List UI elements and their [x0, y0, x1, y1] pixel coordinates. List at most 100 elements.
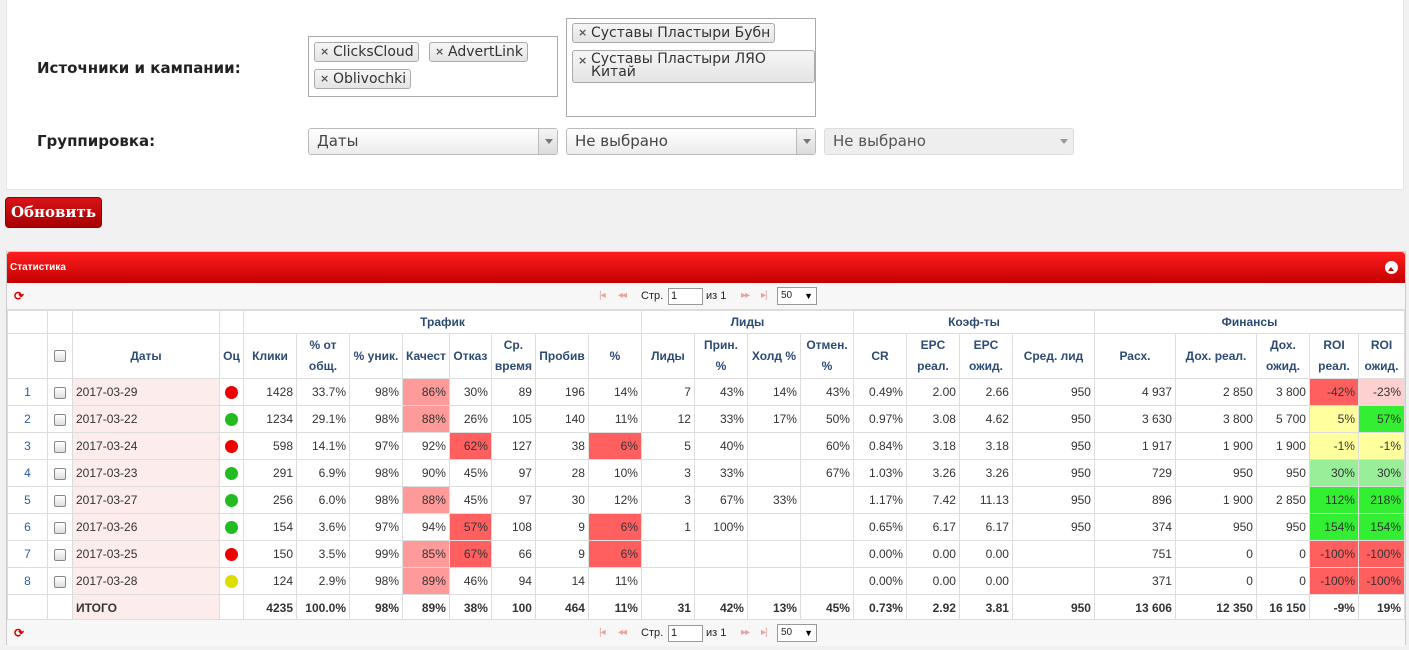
cell-cr: 0.65% — [852, 513, 907, 541]
campaigns-multiselect[interactable]: × Суставы Пластыри Бубн × Суставы Пластыри… — [566, 18, 816, 117]
column-header[interactable]: Ср. время — [490, 333, 536, 379]
remove-tag-icon[interactable]: × — [578, 26, 588, 39]
prev-page-icon[interactable]: ◂◂ — [618, 290, 627, 301]
column-header[interactable]: % от общ. — [296, 333, 350, 379]
row-select-cell[interactable] — [47, 378, 73, 406]
first-page-icon[interactable]: |◂ — [599, 627, 606, 638]
row-checkbox[interactable] — [54, 413, 66, 426]
remove-tag-icon[interactable]: × — [320, 72, 330, 85]
column-header[interactable]: Лиды — [640, 333, 695, 379]
column-header[interactable]: Пробив — [534, 333, 589, 379]
cell-roie: 57% — [1357, 405, 1406, 433]
source-tag[interactable]: × ClicksCloud — [314, 42, 419, 62]
page-size-select[interactable]: 50 — [777, 287, 817, 305]
cell-exp: 4 937 — [1093, 378, 1176, 406]
cell-acc — [693, 567, 748, 595]
column-header[interactable]: Прин. % — [693, 333, 748, 379]
select-all-checkbox[interactable] — [54, 350, 66, 363]
cell-epce: 3.18 — [958, 432, 1013, 460]
column-header[interactable]: Даты — [72, 333, 220, 379]
page-size-select[interactable]: 50 — [777, 624, 817, 642]
column-header[interactable]: % уник. — [349, 333, 403, 379]
row-select-cell[interactable] — [47, 486, 73, 514]
column-header[interactable]: % — [587, 333, 642, 379]
column-header[interactable]: ROI реал. — [1308, 333, 1359, 379]
total-acc: 42% — [693, 594, 748, 622]
row-checkbox[interactable] — [54, 548, 66, 561]
row-select-cell[interactable] — [47, 540, 73, 568]
group-header-traffic: Трафик — [243, 310, 642, 334]
row-checkbox[interactable] — [54, 521, 66, 534]
source-tag[interactable]: × Oblivochki — [314, 69, 412, 89]
column-header[interactable]: CR — [852, 333, 907, 379]
total-canc: 45% — [799, 594, 854, 622]
cell-epcr: 3.08 — [905, 405, 960, 433]
column-header[interactable]: EPC ожид. — [958, 333, 1013, 379]
remove-tag-icon[interactable]: × — [320, 45, 330, 58]
row-select-cell[interactable] — [47, 432, 73, 460]
grouping-select-1[interactable]: Даты — [308, 128, 558, 155]
cell-pct: 2.9% — [296, 567, 350, 595]
column-header[interactable]: Расх. — [1093, 333, 1176, 379]
column-header[interactable]: Качест — [402, 333, 450, 379]
cell-roir: 30% — [1308, 459, 1359, 487]
column-header[interactable]: EPC реал. — [905, 333, 960, 379]
table-row[interactable]: 8 2017-03-28 124 2.9% 98% 89% 46% 94 14 11% 0.00% 0… — [7, 567, 1406, 595]
table-row[interactable]: 7 2017-03-25 150 3.5% 99% 85% 67% 66 9 6% 0.00% 0.0… — [7, 540, 1406, 568]
row-checkbox[interactable] — [54, 575, 66, 588]
row-checkbox[interactable] — [54, 440, 66, 453]
cell-qual: 88% — [402, 405, 450, 433]
update-button[interactable]: Обновить — [5, 197, 102, 228]
table-row[interactable]: 3 2017-03-24 598 14.1% 97% 92% 62% 127 38 6% 5 40% 6… — [7, 432, 1406, 460]
first-page-icon[interactable]: |◂ — [599, 290, 606, 301]
cell-pp: 14% — [587, 378, 642, 406]
table-row[interactable]: 1 2017-03-29 1428 33.7% 98% 86% 30% 89 196 14% 7 43… — [7, 378, 1406, 406]
next-page-icon[interactable]: ▸▸ — [741, 627, 750, 638]
last-page-icon[interactable]: ▸| — [761, 627, 768, 638]
row-select-cell[interactable] — [47, 567, 73, 595]
column-header[interactable]: Оц — [219, 333, 244, 379]
grouping-select-2[interactable]: Не выбрано — [566, 128, 816, 155]
source-tag[interactable]: × AdvertLink — [429, 42, 529, 62]
refresh-icon[interactable]: ⟳ — [14, 626, 25, 640]
remove-tag-icon[interactable]: × — [435, 45, 445, 58]
remove-tag-icon[interactable]: × — [578, 54, 588, 67]
cell-cr: 0.84% — [852, 432, 907, 460]
table-row[interactable]: 5 2017-03-27 256 6.0% 98% 88% 45% 97 30 12% 3 67% 33… — [7, 486, 1406, 514]
column-header[interactable]: Отказ — [448, 333, 492, 379]
row-checkbox[interactable] — [54, 386, 66, 399]
row-select-cell[interactable] — [47, 459, 73, 487]
header-select-all[interactable] — [47, 333, 73, 379]
status-dot-icon — [225, 521, 238, 535]
cell-hold: 17% — [746, 405, 801, 433]
row-select-cell[interactable] — [47, 405, 73, 433]
column-header[interactable]: ROI ожид. — [1357, 333, 1406, 379]
refresh-icon[interactable]: ⟳ — [14, 289, 25, 303]
column-header[interactable]: Холд % — [746, 333, 801, 379]
page-input[interactable]: 1 — [668, 288, 703, 305]
campaign-tag[interactable]: × Суставы Пластыри ЛЯО Китай — [572, 50, 815, 83]
cell-incr: 1 900 — [1174, 432, 1257, 460]
next-page-icon[interactable]: ▸▸ — [741, 290, 750, 301]
column-header[interactable]: Клики — [243, 333, 297, 379]
sources-multiselect[interactable]: × ClicksCloud × AdvertLink × Oblivochki — [308, 36, 558, 97]
campaign-tag[interactable]: × Суставы Пластыри Бубн — [572, 23, 776, 43]
table-row[interactable]: 4 2017-03-23 291 6.9% 98% 90% 45% 97 28 10% 3 33% 67… — [7, 459, 1406, 487]
cell-prob: 9 — [534, 540, 589, 568]
prev-page-icon[interactable]: ◂◂ — [618, 627, 627, 638]
row-checkbox[interactable] — [54, 494, 66, 507]
page-input[interactable]: 1 — [668, 625, 703, 642]
table-row[interactable]: 6 2017-03-26 154 3.6% 97% 94% 57% 108 9 6% 1 100% 0.… — [7, 513, 1406, 541]
column-header[interactable]: Сред. лид — [1011, 333, 1095, 379]
cell-epcr: 6.17 — [905, 513, 960, 541]
collapse-icon[interactable] — [1385, 261, 1398, 274]
row-select-cell[interactable] — [47, 513, 73, 541]
column-header[interactable]: Дох. ожид. — [1255, 333, 1310, 379]
cell-epcr: 0.00 — [905, 567, 960, 595]
column-header[interactable]: Дох. реал. — [1174, 333, 1257, 379]
cell-pp: 12% — [587, 486, 642, 514]
row-checkbox[interactable] — [54, 467, 66, 480]
last-page-icon[interactable]: ▸| — [761, 290, 768, 301]
table-row[interactable]: 2 2017-03-22 1234 29.1% 98% 88% 26% 105 140 11% 12… — [7, 405, 1406, 433]
column-header[interactable]: Отмен. % — [799, 333, 854, 379]
